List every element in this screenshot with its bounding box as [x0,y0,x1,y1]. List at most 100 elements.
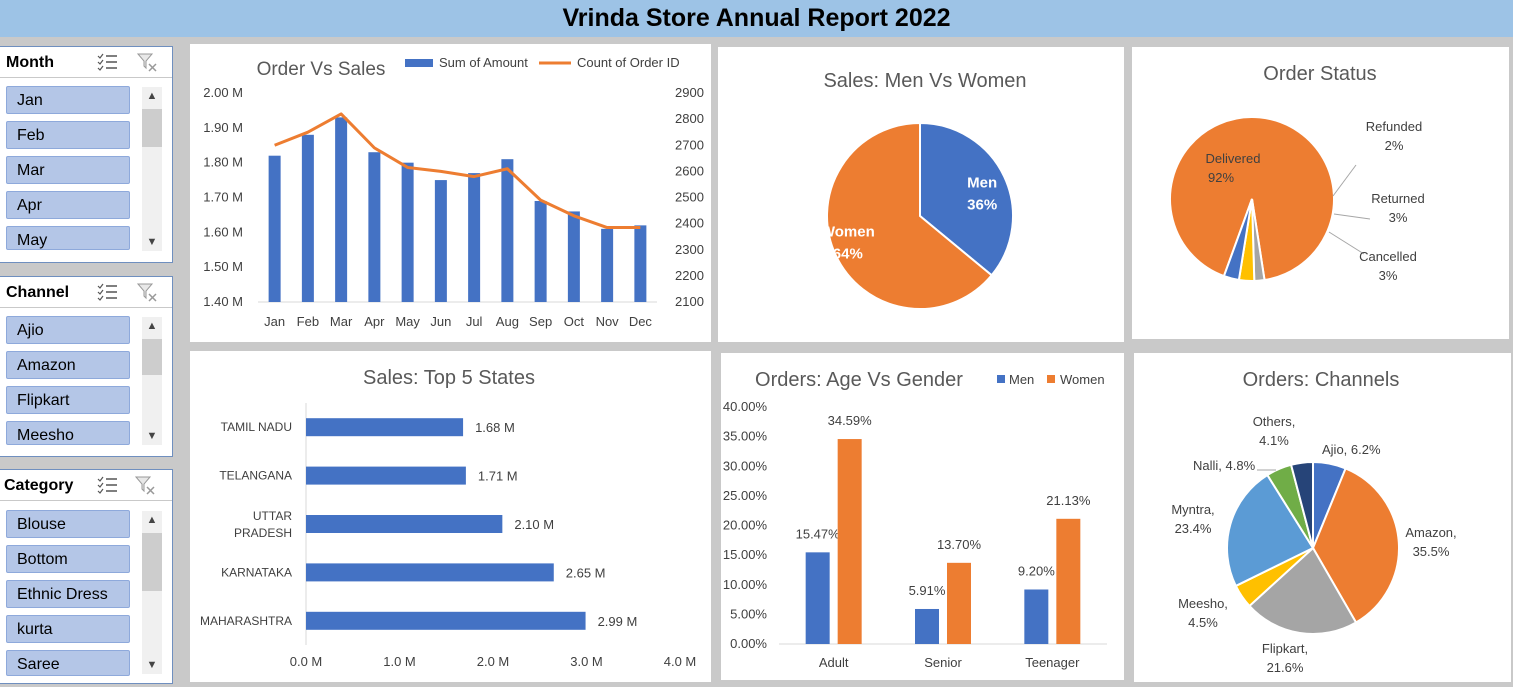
scroll-thumb[interactable] [142,533,162,591]
category-slicer: Category Blouse Bottom Ethnic Dress kurt… [0,469,173,684]
slicer-scrollbar[interactable]: ▲ ▼ [142,317,162,445]
slice-value: 21.6% [1267,660,1304,675]
multi-select-icon[interactable] [97,53,119,71]
slicer-scrollbar[interactable]: ▲ ▼ [142,511,162,674]
bar [306,466,466,485]
bar [567,211,580,302]
slicer-item-mar[interactable]: Mar [6,156,130,184]
x-tick-label: Senior [924,655,962,670]
x-tick-label: Nov [596,314,620,329]
chart-title: Orders: Age Vs Gender [755,369,963,391]
slicer-item-flipkart[interactable]: Flipkart [6,386,130,414]
y-tick-label: 35.00% [723,429,768,444]
slice-value: 23.4% [1175,521,1212,536]
bar-men [915,608,939,644]
pie-slice-delivered [1169,116,1335,282]
x-tick-label: Dec [629,314,653,329]
data-label: 1.68 M [475,420,515,435]
legend-label: Count of Order ID [577,55,680,70]
y-tick-label: 15.00% [723,547,768,562]
slicer-item-saree[interactable]: Saree [6,650,130,676]
slicer-item-meesho[interactable]: Meesho [6,421,130,445]
men-vs-women-chart: Sales: Men Vs Women Men 36% Women 64% [821,70,1027,310]
x-tick-label: Mar [330,314,353,329]
chevron-down-icon[interactable]: ▼ [146,236,158,248]
slice-value: 4.1% [1259,433,1289,448]
slice-value: 2% [1385,138,1404,153]
slice-label: Ajio, 6.2% [1322,442,1381,457]
slicer-scrollbar[interactable]: ▲ ▼ [142,87,162,251]
x-tick-label: Feb [297,314,319,329]
data-label: 2.99 M [598,614,638,629]
chevron-up-icon[interactable]: ▲ [146,320,158,332]
y-tick-label: 5.00% [730,606,767,621]
multi-select-icon[interactable] [97,283,119,301]
y2-tick-label: 2300 [675,242,704,257]
slicer-item-may[interactable]: May [6,226,130,250]
y-tick-label: 1.40 M [203,294,243,309]
y-tick-label: 1.90 M [203,120,243,135]
bar [306,611,586,630]
top-states-chart: Sales: Top 5 States 1.68 M TAMIL NADU 1.71 … [200,367,697,669]
channel-slicer: Channel Ajio Amazon Flipkart Meesho ▲ ▼ [0,276,173,457]
slice-label: Men [967,174,997,191]
bar [468,173,481,302]
legend-swatch-women [1047,375,1055,383]
slicer-item-ethnic-dress[interactable]: Ethnic Dress [6,580,130,608]
y-tick-label: 1.60 M [203,224,243,239]
x-tick-label: 4.0 M [664,654,697,669]
clear-filter-icon[interactable] [137,283,159,303]
bar-men [1024,589,1049,644]
slicer-item-feb[interactable]: Feb [6,121,130,149]
slicer-item-kurta[interactable]: kurta [6,615,130,643]
men-vs-women-panel: Sales: Men Vs Women Men 36% Women 64% [718,47,1124,342]
x-tick-label: May [395,314,420,329]
legend-swatch-sum-of-amount [405,59,433,67]
slice-label: Flipkart, [1262,641,1308,656]
slicer-item-bottom[interactable]: Bottom [6,545,130,573]
multi-select-icon[interactable] [97,476,119,494]
slicer-header: Month [0,47,172,78]
slice-value: 3% [1389,210,1408,225]
data-label: 5.91% [909,583,946,598]
slice-label: Myntra, [1171,502,1214,517]
data-label: 21.13% [1046,493,1091,508]
order-vs-sales-chart: Order Vs Sales Sum of Amount Count of Orde… [203,55,704,329]
bar [268,155,281,302]
x-tick-label: Jun [430,314,451,329]
scroll-thumb[interactable] [142,339,162,375]
slicer-item-jan[interactable]: Jan [6,86,130,114]
y-tick-label: KARNATAKA [221,565,292,579]
scroll-thumb[interactable] [142,109,162,147]
bar [634,225,647,302]
chevron-down-icon[interactable]: ▼ [146,659,158,671]
x-tick-label: Teenager [1025,655,1080,670]
bar-women [947,562,971,644]
slicer-item-blouse[interactable]: Blouse [6,510,130,538]
bar [401,162,414,302]
y2-tick-label: 2200 [675,268,704,283]
y2-tick-label: 2900 [675,85,704,100]
bar [534,200,547,302]
x-tick-label: Oct [564,314,585,329]
data-label: 1.71 M [478,469,518,484]
clear-filter-icon[interactable] [137,53,159,73]
chart-title: Order Vs Sales [257,59,386,80]
slicer-item-amazon[interactable]: Amazon [6,351,130,379]
y-tick-label: TAMIL NADU [221,420,292,434]
slice-value: 35.5% [1413,544,1450,559]
chevron-up-icon[interactable]: ▲ [146,90,158,102]
clear-filter-icon[interactable] [135,476,157,496]
y-tick-label: UTTAR [253,509,292,523]
slicer-item-ajio[interactable]: Ajio [6,316,130,344]
order-vs-sales-panel: Order Vs Sales Sum of Amount Count of Orde… [190,44,711,342]
y-tick-label: 25.00% [723,488,768,503]
chevron-down-icon[interactable]: ▼ [146,430,158,442]
chevron-up-icon[interactable]: ▲ [146,514,158,526]
y-tick-label: 20.00% [723,518,768,533]
x-tick-label: Adult [819,655,849,670]
y2-tick-label: 2600 [675,163,704,178]
top-states-panel: Sales: Top 5 States 1.68 M TAMIL NADU 1.71 … [190,351,711,682]
slicer-item-apr[interactable]: Apr [6,191,130,219]
x-tick-label: 2.0 M [477,654,510,669]
